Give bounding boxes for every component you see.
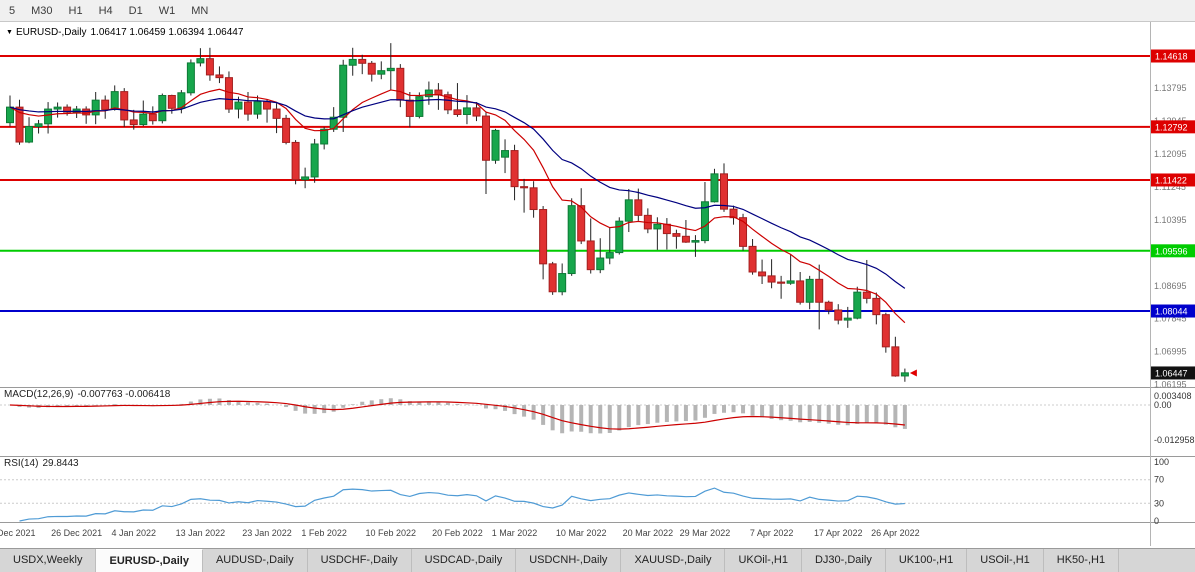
svg-text:1.09596: 1.09596 — [1155, 246, 1188, 256]
candlesticks — [6, 43, 909, 382]
macd-values: -0.007763 -0.006418 — [77, 389, 171, 400]
svg-text:30: 30 — [1154, 498, 1164, 508]
svg-text:1.14618: 1.14618 — [1155, 52, 1188, 62]
svg-text:1.13795: 1.13795 — [1154, 83, 1187, 93]
svg-text:23 Jan 2022: 23 Jan 2022 — [242, 528, 292, 538]
svg-text:1.12792: 1.12792 — [1155, 122, 1188, 132]
macd-label: MACD(12,26,9) — [4, 389, 74, 400]
svg-text:16 Dec 2021: 16 Dec 2021 — [0, 528, 36, 538]
svg-text:0: 0 — [1154, 516, 1159, 526]
svg-text:1.12095: 1.12095 — [1154, 149, 1187, 159]
timeframe-button-h1[interactable]: H1 — [68, 4, 83, 17]
timeframe-button-m30[interactable]: M30 — [31, 4, 53, 17]
timeframe-button-w1[interactable]: W1 — [158, 4, 176, 17]
svg-text:1.06995: 1.06995 — [1154, 347, 1187, 357]
tab-ukoil-h1[interactable]: UKOil-,H1 — [725, 549, 802, 572]
timeframe-toolbar: 5 M30 H1 H4 D1 W1 MN — [0, 0, 1195, 22]
rsi-value: 29.8443 — [42, 458, 79, 469]
svg-text:29 Mar 2022: 29 Mar 2022 — [680, 528, 731, 538]
chart-symbol-title: EURUSD-,Daily — [15, 27, 87, 38]
tab-hk50-h1[interactable]: HK50-,H1 — [1043, 549, 1120, 572]
macd-panel — [0, 398, 1150, 434]
chart-ohlc-values: 1.06417 1.06459 1.06394 1.06447 — [90, 27, 244, 38]
svg-text:4 Jan 2022: 4 Jan 2022 — [111, 528, 156, 538]
svg-text:1.08044: 1.08044 — [1155, 307, 1188, 317]
tab-eurusd-daily[interactable]: EURUSD-,Daily — [96, 549, 203, 572]
svg-text:1.11245: 1.11245 — [1154, 182, 1186, 192]
symbol-tab-bar: USDX,Weekly EURUSD-,Daily AUDUSD-,Daily USD… — [0, 548, 1195, 572]
svg-text:1.08695: 1.08695 — [1154, 281, 1187, 291]
tab-uk100-h1[interactable]: UK100-,H1 — [885, 549, 968, 572]
svg-text:0.00: 0.00 — [1154, 400, 1172, 410]
svg-text:1.06195: 1.06195 — [1154, 380, 1187, 390]
tab-usdcad-daily[interactable]: USDCAD-,Daily — [411, 549, 517, 572]
tab-dj30-daily[interactable]: DJ30-,Daily — [801, 549, 886, 572]
ma-slow — [9, 98, 906, 289]
horizontal-level-lines — [0, 55, 1150, 313]
chart-header: ▼ EURUSD-,Daily 1.06417 1.06459 1.06394 1.… — [6, 27, 247, 38]
svg-text:13 Jan 2022: 13 Jan 2022 — [176, 528, 226, 538]
price-chart[interactable]: 1.137951.129451.120951.112451.103951.095… — [0, 0, 1195, 548]
timeframe-button-mn[interactable]: MN — [191, 4, 209, 17]
svg-text:7 Apr 2022: 7 Apr 2022 — [750, 528, 794, 538]
rsi-panel — [0, 479, 1150, 522]
svg-text:0.003408: 0.003408 — [1154, 391, 1192, 401]
rsi-indicator-header: RSI(14) 29.8443 — [4, 458, 83, 469]
date-axis: 16 Dec 2021 26 Dec 2021 4 Jan 2022 13 Jan 2… — [0, 528, 920, 538]
svg-text:1 Mar 2022: 1 Mar 2022 — [492, 528, 538, 538]
svg-text:1.11422: 1.11422 — [1155, 175, 1187, 185]
tab-audusd-daily[interactable]: AUDUSD-,Daily — [202, 549, 308, 572]
svg-text:26 Dec 2021: 26 Dec 2021 — [51, 528, 102, 538]
tab-usdcnh-daily[interactable]: USDCNH-,Daily — [516, 549, 622, 572]
svg-text:-0.012958: -0.012958 — [1154, 435, 1195, 445]
svg-text:10 Feb 2022: 10 Feb 2022 — [366, 528, 417, 538]
svg-text:17 Apr 2022: 17 Apr 2022 — [814, 528, 863, 538]
rsi-label: RSI(14) — [4, 458, 39, 469]
tab-usdx-weekly[interactable]: USDX,Weekly — [0, 549, 97, 572]
panel-separators — [0, 22, 1195, 546]
svg-text:1 Feb 2022: 1 Feb 2022 — [301, 528, 347, 538]
svg-text:1.06447: 1.06447 — [1155, 368, 1188, 378]
timeframe-button-5[interactable]: 5 — [9, 4, 16, 17]
tab-xauusd-daily[interactable]: XAUUSD-,Daily — [621, 549, 726, 572]
svg-text:1.07845: 1.07845 — [1154, 314, 1187, 324]
svg-text:100: 100 — [1154, 457, 1169, 467]
moving-average-lines — [9, 88, 906, 324]
price-arrow-icon — [909, 369, 917, 377]
macd-indicator-header: MACD(12,26,9) -0.007763 -0.006418 — [4, 389, 174, 400]
chevron-down-icon[interactable]: ▼ — [6, 29, 13, 36]
svg-text:26 Apr 2022: 26 Apr 2022 — [871, 528, 920, 538]
svg-text:20 Feb 2022: 20 Feb 2022 — [432, 528, 483, 538]
svg-text:70: 70 — [1154, 475, 1164, 485]
timeframe-button-d1[interactable]: D1 — [128, 4, 143, 17]
svg-text:20 Mar 2022: 20 Mar 2022 — [623, 528, 674, 538]
timeframe-button-h4[interactable]: H4 — [98, 4, 113, 17]
svg-text:10 Mar 2022: 10 Mar 2022 — [556, 528, 607, 538]
svg-text:1.10395: 1.10395 — [1154, 215, 1187, 225]
tab-usdchf-daily[interactable]: USDCHF-,Daily — [307, 549, 412, 572]
price-axis: 1.137951.129451.120951.112451.103951.095… — [909, 49, 1195, 526]
ma-fast — [9, 88, 906, 324]
tab-usoil-h1[interactable]: USOil-,H1 — [967, 549, 1044, 572]
